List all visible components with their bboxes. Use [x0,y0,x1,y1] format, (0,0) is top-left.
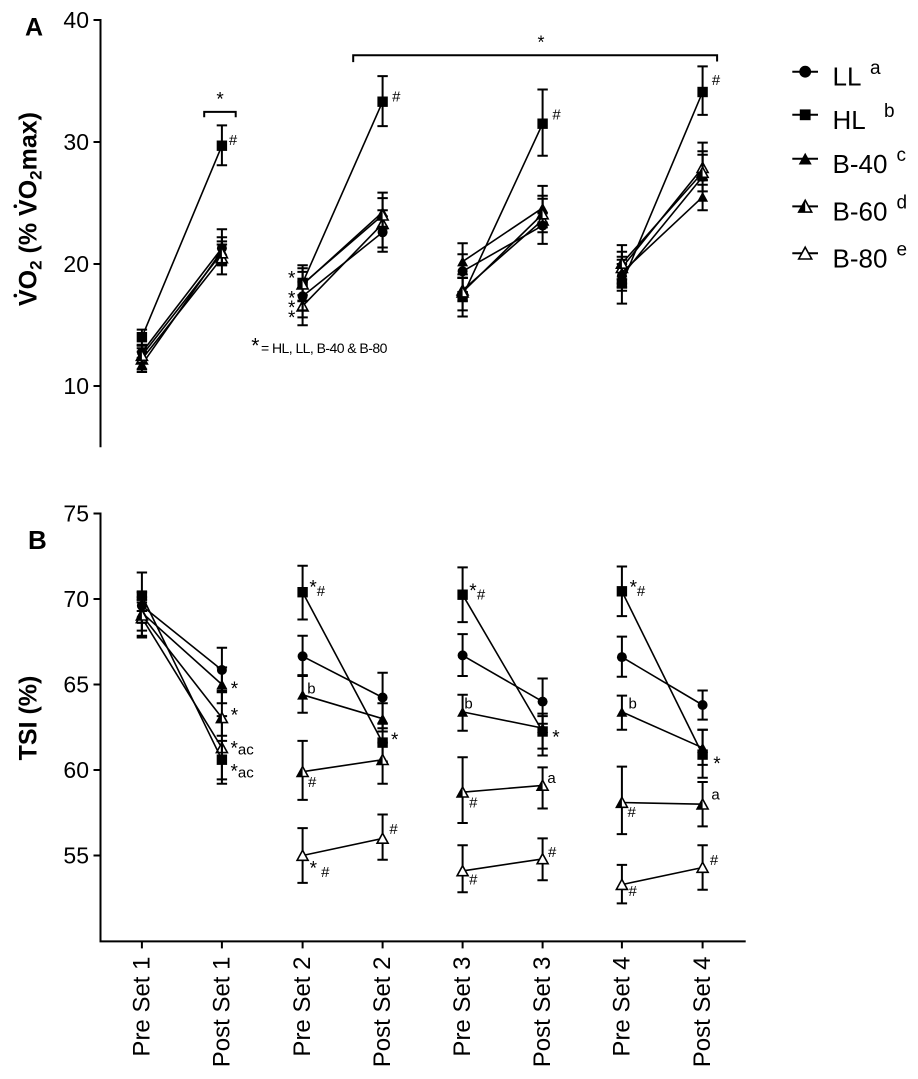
svg-text:*: * [288,288,296,309]
svg-text:b: b [629,695,637,712]
svg-text:#: # [548,844,557,861]
svg-text:#: # [710,852,719,869]
svg-text:*: * [231,679,239,700]
svg-text:Post Set 3: Post Set 3 [529,957,556,1068]
svg-text:#: # [321,864,330,881]
svg-text:= HL, LL, B-40 & B-80: = HL, LL, B-40 & B-80 [261,340,388,356]
svg-text:65: 65 [63,672,89,698]
svg-text:a: a [870,58,881,79]
svg-text:*: * [310,859,318,880]
svg-text:#: # [317,583,326,600]
svg-text:10: 10 [63,373,89,399]
svg-text:*: * [231,706,239,727]
svg-text:*: * [309,578,317,599]
svg-text:30: 30 [63,129,89,155]
svg-text:B-60: B-60 [833,196,888,226]
svg-text:Pre Set 1: Pre Set 1 [128,957,155,1057]
svg-text:b: b [307,681,315,698]
svg-text:b: b [884,101,895,122]
svg-text:*: * [552,727,560,748]
svg-text:#: # [628,804,637,821]
svg-text:TSI (%): TSI (%) [15,676,43,761]
svg-text:*: * [391,730,399,751]
svg-text:HL: HL [833,105,866,135]
svg-text:#: # [637,583,646,600]
svg-text:#: # [469,872,478,889]
svg-text:*: * [251,335,259,358]
svg-text:e: e [897,240,908,261]
svg-text:*: * [288,308,296,329]
svg-text:B-80: B-80 [833,243,888,273]
svg-text:*: * [713,754,721,775]
svg-text:20: 20 [63,251,89,277]
svg-text:#: # [469,795,478,812]
svg-text:#: # [552,107,561,124]
svg-text:*: * [630,578,638,599]
svg-text:*ac: *ac [231,762,255,783]
svg-text:#: # [477,586,486,603]
svg-text:#: # [389,821,398,838]
svg-text:*ac: *ac [231,739,255,760]
svg-text:#: # [629,883,638,900]
svg-text:a: a [547,770,556,787]
svg-text:*: * [288,298,296,319]
svg-text:*: * [537,33,544,53]
svg-text:VO2 (% VO2max): VO2 (% VO2max) [15,112,46,306]
svg-text:a: a [711,786,720,803]
svg-text:#: # [308,774,317,791]
svg-text:Post Set 1: Post Set 1 [208,957,235,1068]
svg-text:LL: LL [833,62,862,92]
svg-text:70: 70 [63,586,89,612]
svg-text:Post Set 4: Post Set 4 [689,957,716,1068]
svg-text:b: b [464,695,472,712]
svg-text:c: c [897,145,907,166]
svg-text:*: * [469,581,477,602]
svg-text:40: 40 [63,7,89,33]
svg-text:Pre Set 3: Pre Set 3 [449,957,476,1057]
svg-text:#: # [229,132,238,149]
svg-text:55: 55 [63,843,89,869]
svg-text:d: d [897,193,908,214]
svg-text:60: 60 [63,757,89,783]
svg-text:A: A [25,13,43,41]
svg-text:Post Set 2: Post Set 2 [369,957,396,1068]
svg-text:B-40: B-40 [833,149,888,179]
svg-text:75: 75 [63,501,89,527]
svg-text:Pre Set 2: Pre Set 2 [289,957,316,1057]
svg-text:#: # [712,72,721,89]
svg-text:#: # [392,88,401,105]
svg-text:*: * [288,269,296,290]
svg-text:*: * [216,90,224,111]
svg-text:Pre Set 4: Pre Set 4 [608,957,635,1057]
svg-text:B: B [28,525,47,555]
